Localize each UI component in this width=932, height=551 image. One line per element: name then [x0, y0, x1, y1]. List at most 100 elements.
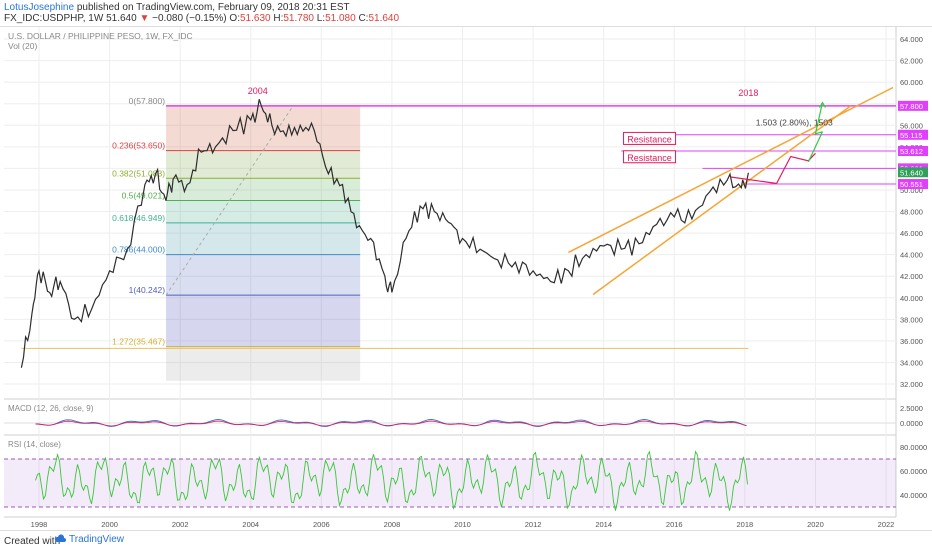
created-with-label: Created with	[4, 536, 61, 547]
time-tick-label: 2016	[666, 520, 683, 529]
time-tick-label: 2010	[454, 520, 471, 529]
fib-level-label: 0.618(46.949)	[112, 213, 165, 223]
annotation-bg	[242, 85, 273, 98]
price-tick-label: 36.000	[900, 337, 923, 346]
chart-title: U.S. DOLLAR / PHILIPPINE PESO, 1W, FX_ID…	[8, 31, 193, 41]
resistance-box	[623, 150, 677, 164]
price-tick-label: 60.000	[900, 78, 923, 87]
fib-trend-line	[165, 105, 294, 296]
price-series-line	[20, 99, 749, 368]
price-label-box	[898, 145, 928, 156]
macd-signal-line	[35, 420, 747, 427]
year-annotation: 2018	[738, 88, 758, 98]
price-label-text: 51.640	[900, 168, 923, 177]
fib-level-label: 0.786(44.000)	[112, 245, 165, 255]
fib-level-label: 0.236(53.650)	[112, 141, 165, 151]
price-label-box	[898, 178, 928, 189]
price-label-text: 55.115	[900, 131, 922, 140]
price-tick-label: 50.000	[900, 186, 923, 195]
time-tick-label: 2022	[878, 520, 895, 529]
rsi-tick-label: 60.0000	[900, 467, 927, 476]
projection-arrow-green-a	[807, 131, 824, 163]
symbol-label: FX_IDC:USDPHP, 1W	[4, 13, 104, 24]
chart-header: LotusJosephine published on TradingView.…	[0, 0, 932, 24]
price-tick-label: 32.000	[900, 380, 923, 389]
ohlc-line: FX_IDC:USDPHP, 1W 51.640 ▼ −0.080 (−0.15…	[4, 13, 399, 24]
author-link[interactable]: LotusJosephine	[4, 2, 75, 13]
projection-arrow-down	[730, 176, 777, 185]
time-tick-label: 2004	[242, 520, 259, 529]
price-label-text: 57.800	[900, 102, 923, 111]
price-tick-label: 64.000	[900, 35, 923, 44]
chart-background	[0, 27, 932, 531]
high-label: H:	[273, 13, 284, 24]
open-label: O:	[229, 13, 240, 24]
projection-arrow-green-b	[814, 102, 824, 135]
fib-zone	[166, 200, 361, 223]
footer: Created with TradingView	[0, 530, 932, 551]
time-tick-label: 2006	[313, 520, 330, 529]
open-value: 51.630	[239, 13, 271, 24]
price-tick-label: 46.000	[900, 229, 923, 238]
price-tick-label: 62.000	[900, 57, 923, 66]
price-label-box	[898, 129, 928, 140]
macd-tick-label: 0.0000	[900, 419, 923, 428]
cloud-icon	[54, 534, 66, 542]
rsi-line	[35, 450, 748, 511]
publish-line: LotusJosephine published on TradingView.…	[4, 2, 350, 13]
fib-zone	[166, 222, 361, 255]
fib-level-label: 0(57.800)	[129, 96, 166, 106]
close-value: 51.640	[368, 13, 400, 24]
price-chart[interactable]: 0(57.800)0.236(53.650)0.382(51.083)0.5(4…	[0, 27, 932, 531]
tradingview-logo[interactable]: TradingView	[54, 534, 124, 545]
fib-zone	[166, 105, 361, 151]
time-tick-label: 2014	[595, 520, 612, 529]
price-label-box	[898, 167, 928, 178]
fib-zone-extension	[166, 346, 361, 381]
close-label: C:	[358, 13, 369, 24]
price-tick-label: 40.000	[900, 294, 923, 303]
time-tick-label: 2018	[736, 520, 753, 529]
last-price: 51.640	[106, 13, 137, 24]
macd-label: MACD (12, 26, close, 9)	[8, 404, 94, 413]
change-value: −0.080 (−0.15%)	[152, 13, 227, 24]
annotation-bg	[733, 87, 764, 100]
projection-arrowhead	[818, 101, 826, 108]
tradingview-label: TradingView	[69, 534, 125, 545]
fib-level-label: 1.272(35.467)	[112, 337, 165, 347]
price-label-box	[898, 100, 928, 111]
price-tick-label: 56.000	[900, 121, 923, 130]
low-value: 51.080	[325, 13, 356, 24]
resistance-label: Resistance	[627, 153, 672, 163]
rsi-tick-label: 80.0000	[900, 443, 927, 452]
high-value: 51.780	[283, 13, 314, 24]
low-label: L:	[316, 13, 326, 24]
fib-zone	[166, 254, 361, 296]
time-tick-label: 2002	[172, 520, 189, 529]
rsi-tick-label: 40.0000	[900, 491, 927, 500]
resistance-label: Resistance	[627, 134, 672, 144]
channel-lower-line	[592, 105, 852, 296]
measure-label: 1.503 (2.80%), 1503	[756, 117, 833, 127]
price-tick-label: 42.000	[900, 272, 923, 281]
price-label-text: 50.551	[900, 180, 923, 189]
down-arrow-icon: ▼	[139, 13, 150, 24]
price-tick-label: 44.000	[900, 251, 923, 260]
projection-arrow-bounce	[776, 152, 816, 184]
fib-zone	[166, 295, 361, 347]
macd-tick-label: 2.5000	[900, 404, 923, 413]
year-annotation: 2004	[248, 86, 268, 96]
fib-level-label: 1(40.242)	[129, 285, 166, 295]
time-tick-label: 1998	[31, 520, 48, 529]
time-tick-label: 2012	[525, 520, 542, 529]
price-tick-label: 48.000	[900, 208, 923, 217]
chart-frame[interactable]: 0(57.800) 0.236(53.650) 0.382(51.083) 0.5(4…	[0, 26, 932, 531]
time-tick-label: 2000	[101, 520, 118, 529]
price-label-text: 53.612	[900, 147, 923, 156]
publish-info: published on TradingView.com, February 0…	[76, 2, 350, 13]
time-tick-label: 2020	[807, 520, 824, 529]
price-tick-label: 38.000	[900, 315, 923, 324]
fib-level-label: 0.382(51.083)	[112, 168, 165, 178]
price-tick-label: 34.000	[900, 358, 923, 367]
fib-zone	[166, 150, 361, 179]
